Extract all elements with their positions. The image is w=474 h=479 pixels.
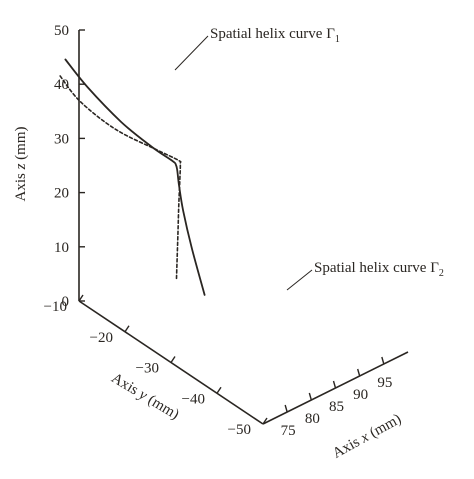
z-tick-label: 20 (54, 186, 69, 202)
x-tick-mark (381, 356, 385, 365)
z-tick-label: 50 (54, 23, 69, 39)
z-tick-label: 30 (54, 131, 69, 147)
x-tick-label: 80 (305, 411, 320, 427)
y-tick-label: −30 (136, 361, 159, 377)
x-tick-label: 95 (377, 375, 392, 391)
y-tick-label: −40 (182, 391, 205, 407)
y-tick-label: −10 (44, 299, 67, 315)
x-tick-mark (284, 404, 288, 413)
z-tick-label: 40 (54, 77, 69, 93)
y-tick-label: −20 (90, 330, 113, 346)
y-tick-mark (78, 294, 84, 302)
x-tick-mark (356, 368, 361, 377)
x-tick-mark (332, 380, 337, 389)
series-label-gamma-1-leader (174, 35, 209, 71)
series-layer (58, 58, 206, 296)
series-label-gamma-2: Spatial helix curve Γ2 (314, 260, 444, 279)
y-tick-mark (124, 325, 130, 333)
x-tick-mark (308, 392, 313, 401)
series-line-gamma-1 (64, 58, 206, 296)
z-tick-label: 10 (54, 240, 69, 256)
labels-layer: 0 10 20 30 40 50 −10 −20 −30 −40 −50 75 80 85 90 95 Axis… (13, 23, 444, 462)
x-tick-label: 90 (353, 387, 368, 403)
series-line-gamma-2 (58, 73, 182, 280)
series-label-gamma-2-leader (286, 269, 313, 291)
x-axis-title: Axis x (mm) (330, 411, 404, 462)
y-tick-mark (216, 386, 222, 394)
y-tick-label: −50 (228, 422, 251, 438)
series-label-gamma-1: Spatial helix curve Γ1 (210, 26, 340, 45)
x-tick-label: 85 (329, 399, 344, 415)
y-tick-mark (170, 356, 176, 363)
y-axis-title: Axis y (mm) (108, 370, 181, 423)
x-tick-label: 75 (281, 423, 296, 439)
z-tick-label: 0 (62, 294, 70, 310)
z-axis-title: Axis z (mm) (13, 126, 29, 201)
axes-layer (78, 29, 409, 425)
